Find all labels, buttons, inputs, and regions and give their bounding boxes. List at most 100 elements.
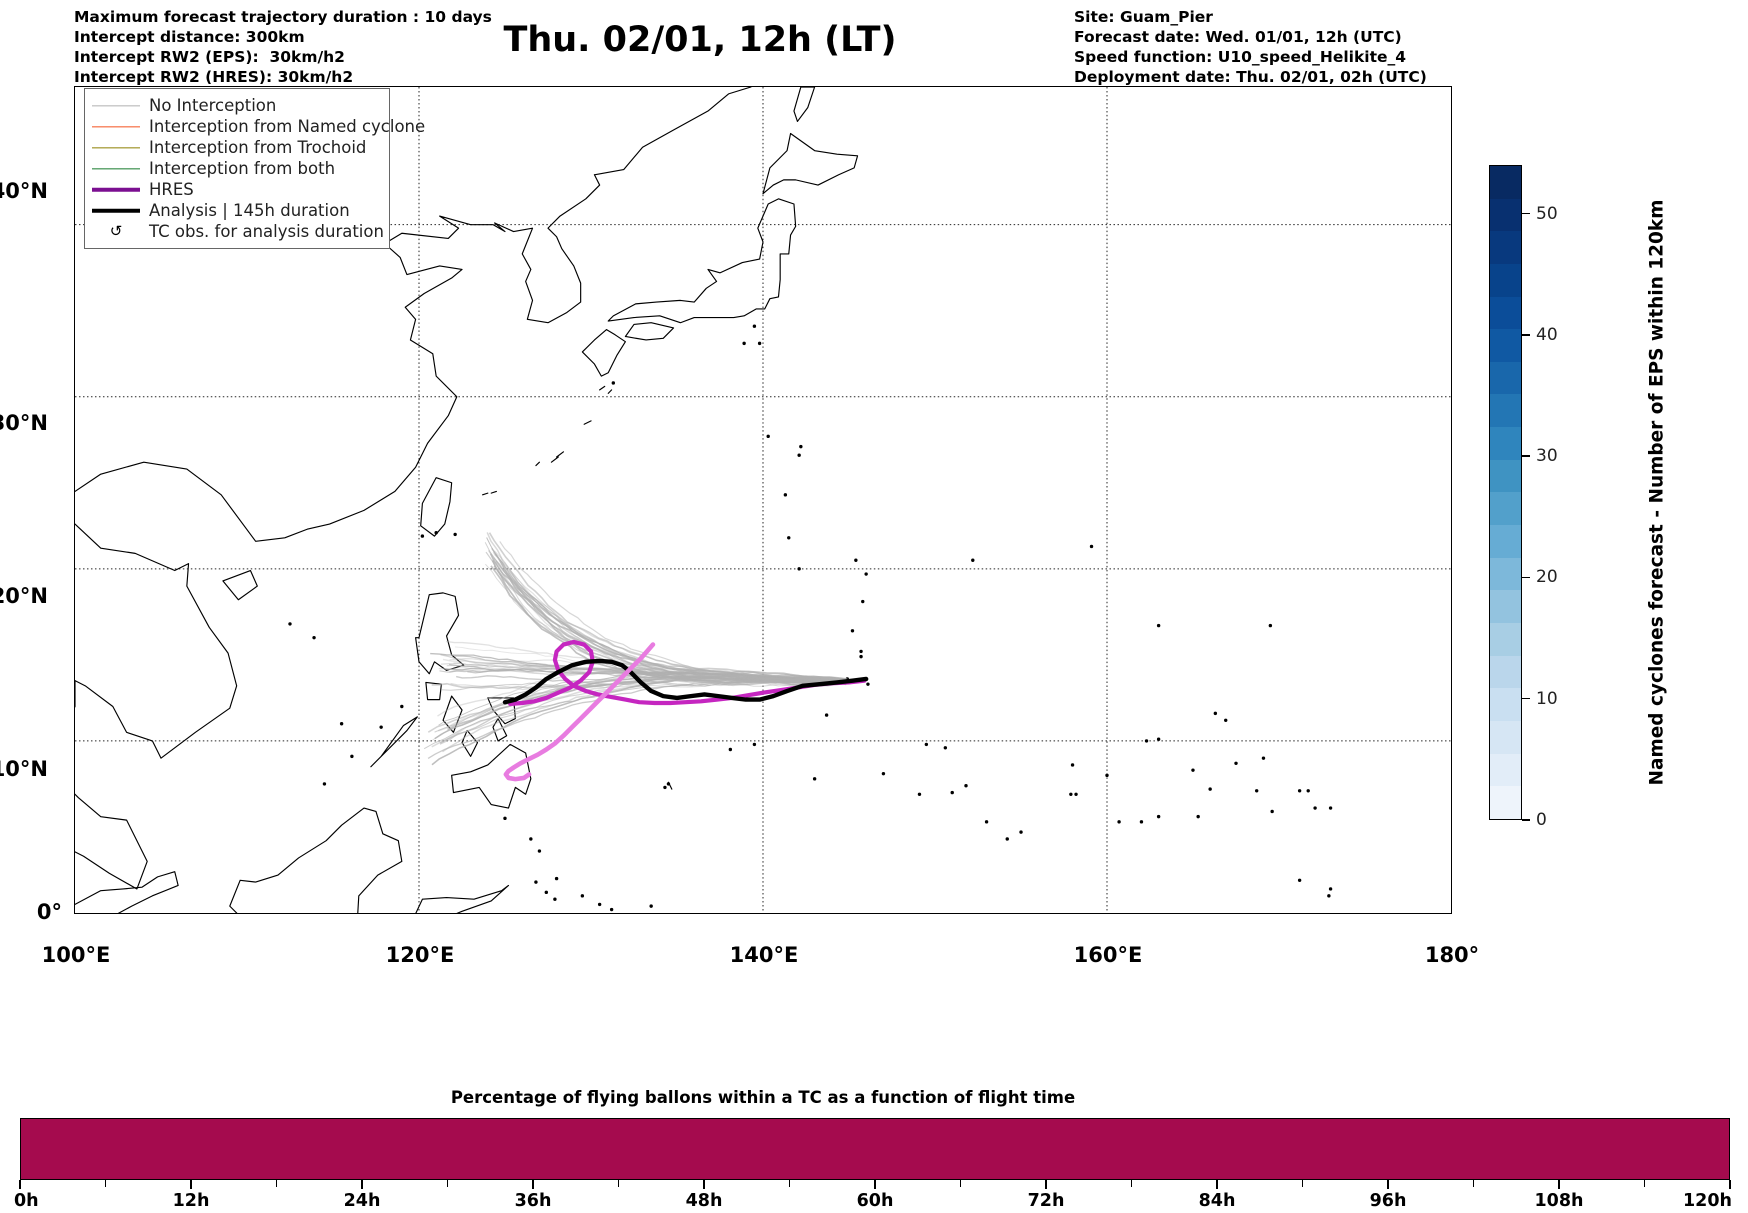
island-marker — [609, 907, 614, 912]
island-marker — [866, 682, 870, 686]
map-legend[interactable]: No Interception Interception from Named c… — [84, 88, 425, 249]
colorbar-ticklabel-20: 20 — [1536, 567, 1558, 588]
island-marker — [752, 324, 757, 328]
island-marker — [728, 747, 733, 752]
island-marker — [881, 771, 886, 776]
header-left-line-3: Intercept RW2 (HRES): 30km/h2 — [74, 68, 354, 87]
island-marker — [1070, 763, 1075, 767]
coastline-segment — [75, 871, 179, 913]
island-marker — [1224, 718, 1228, 722]
island-marker — [950, 790, 954, 795]
colorbar-ticklabel-30: 30 — [1536, 446, 1558, 467]
coastline-segment — [624, 322, 675, 341]
island-marker — [1313, 806, 1317, 810]
island-marker — [1327, 894, 1331, 898]
island-marker — [1306, 789, 1310, 793]
pct-tick-18 — [275, 1180, 278, 1187]
island-marker — [434, 531, 438, 535]
coastline-segment — [482, 492, 489, 496]
pct-tick-90 — [1301, 1180, 1304, 1187]
island-marker — [580, 894, 585, 898]
coastline-segment — [494, 174, 601, 324]
percentage-bar-fill — [21, 1119, 1729, 1179]
eps-track — [439, 675, 847, 744]
legend-item-5[interactable]: Analysis | 145h duration — [92, 200, 380, 221]
island-marker — [1156, 814, 1161, 819]
legend-swatch-3 — [92, 162, 140, 176]
pct-tick-102 — [1472, 1180, 1475, 1187]
colorbar-band-0 — [1490, 166, 1521, 199]
island-marker — [379, 725, 383, 729]
header-left-line-0: Maximum forecast trajectory duration : 1… — [74, 8, 492, 26]
legend-label-1: Interception from Named cyclone — [149, 117, 426, 136]
analysis-track — [502, 658, 869, 705]
pct-ticklabel-60: 60h — [856, 1191, 894, 1211]
pct-tick-30 — [446, 1180, 449, 1187]
colorbar-band-10 — [1490, 492, 1521, 526]
coastline-segment — [492, 717, 508, 742]
island-marker — [1196, 814, 1200, 819]
colorbar-tick-20 — [1522, 576, 1530, 579]
island-marker — [1117, 820, 1121, 824]
island-marker — [544, 890, 549, 895]
map-canvas — [75, 87, 1451, 913]
cyclone-icon: ↺ — [109, 222, 123, 240]
island-marker — [400, 704, 404, 709]
legend-item-4[interactable]: HRES — [92, 179, 380, 200]
island-marker — [537, 849, 542, 853]
island-marker — [797, 453, 801, 457]
legend-label-2: Interception from Trochoid — [149, 138, 367, 157]
balloon-trajectory — [503, 642, 656, 782]
header-right-line-0: Site: Guam_Pier — [1074, 8, 1213, 26]
island-marker — [666, 782, 671, 786]
map-ytick-label-40: 40°N — [0, 179, 48, 203]
island-marker — [649, 904, 653, 908]
island-marker — [1297, 789, 1302, 793]
colorbar-band-8 — [1490, 427, 1521, 460]
legend-item-6[interactable]: ↺ TC obs. for analysis duration — [92, 221, 384, 242]
legend-item-0[interactable]: No Interception — [92, 95, 380, 116]
coastlines — [75, 87, 1333, 913]
coastline-segment — [370, 716, 418, 768]
pct-ticklabel-12: 12h — [172, 1191, 210, 1211]
island-marker — [611, 381, 616, 385]
colorbar-band-9 — [1490, 459, 1521, 493]
island-marker — [1005, 837, 1009, 841]
island-marker — [453, 532, 457, 537]
island-marker — [288, 622, 292, 626]
colorbar-band-12 — [1490, 557, 1521, 591]
pct-tick-48 — [703, 1180, 705, 1189]
island-marker — [924, 742, 929, 747]
island-marker — [984, 820, 989, 824]
percentage-bar[interactable] — [20, 1118, 1730, 1180]
coastline-segment — [556, 451, 565, 458]
island-marker — [663, 785, 667, 790]
pct-tick-120 — [1729, 1180, 1731, 1189]
eps-track — [437, 666, 844, 717]
pct-ticklabel-0: 0h — [14, 1191, 39, 1211]
legend-item-3[interactable]: Interception from both — [92, 158, 380, 179]
island-marker — [850, 629, 855, 633]
legend-item-1[interactable]: Interception from Named cyclone — [92, 116, 425, 137]
island-marker — [339, 722, 344, 726]
island-marker — [752, 742, 757, 747]
island-marker — [1234, 761, 1238, 765]
island-marker — [420, 534, 425, 538]
eps-trajectories — [423, 532, 848, 766]
pct-tick-114 — [1643, 1180, 1646, 1187]
colorbar-band-15 — [1490, 655, 1521, 689]
colorbar-ticklabel-40: 40 — [1536, 324, 1558, 345]
colorbar-band-17 — [1490, 720, 1521, 754]
island-marker — [917, 792, 922, 796]
colorbar-tick-0 — [1522, 819, 1530, 821]
legend-label-5: Analysis | 145h duration — [149, 201, 350, 220]
hres-trajectory — [508, 639, 867, 707]
colorbar-band-19 — [1490, 786, 1521, 819]
coastline-segment — [535, 461, 540, 467]
island-marker — [964, 784, 968, 788]
island-marker — [597, 902, 602, 907]
legend-item-2[interactable]: Interception from Trochoid — [92, 137, 380, 158]
eps-track — [444, 667, 845, 681]
coastline-segment — [599, 385, 606, 391]
island-marker — [503, 816, 507, 821]
